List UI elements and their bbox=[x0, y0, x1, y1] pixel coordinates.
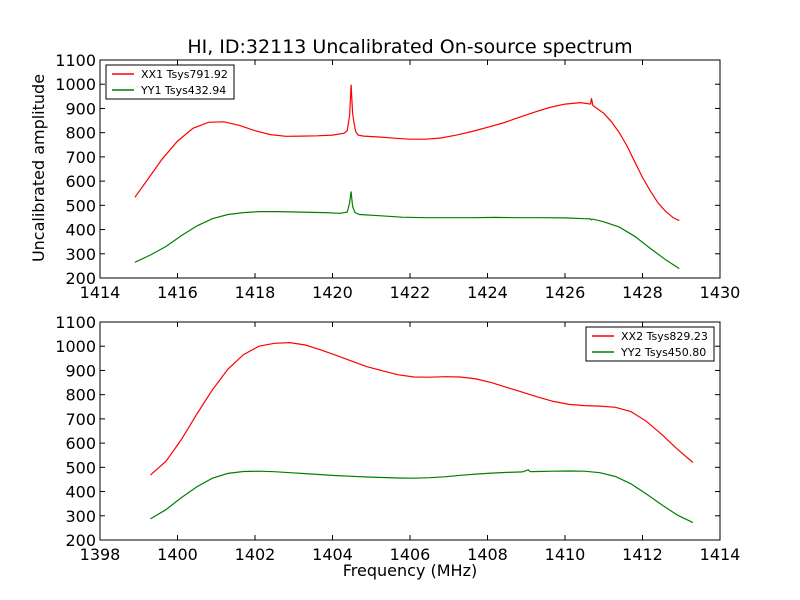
y-tick-label: 300 bbox=[65, 245, 96, 264]
x-tick-label: 1412 bbox=[622, 545, 663, 564]
legend-box bbox=[105, 64, 235, 100]
y-axis-label: Uncalibrated amplitude bbox=[29, 74, 48, 262]
x-tick-label: 1402 bbox=[235, 545, 276, 564]
y-tick-label: 400 bbox=[65, 221, 96, 240]
legend: XX2 Tsys829.23 YY2 Tsys450.80 bbox=[585, 326, 715, 362]
legend-label: XX2 Tsys829.23 bbox=[621, 330, 708, 343]
x-tick-label: 1404 bbox=[312, 545, 353, 564]
legend-box bbox=[585, 326, 715, 362]
x-tick-label: 1400 bbox=[157, 545, 198, 564]
x-tick-label: 1398 bbox=[80, 545, 121, 564]
x-tick-label: 1420 bbox=[312, 283, 353, 302]
x-tick-label: 1406 bbox=[390, 545, 431, 564]
y-tick-label: 600 bbox=[65, 172, 96, 191]
series-line-1-1 bbox=[134, 84, 680, 222]
y-tick-label: 1000 bbox=[55, 337, 96, 356]
y-tick-label: 700 bbox=[65, 148, 96, 167]
x-axis-label: Frequency (MHz) bbox=[343, 561, 477, 580]
x-tick-label: 1414 bbox=[700, 545, 741, 564]
x-tick-label: 1430 bbox=[700, 283, 741, 302]
y-tick-label: 1100 bbox=[55, 51, 96, 70]
y-tick-label: 300 bbox=[65, 507, 96, 526]
y-tick-label: 500 bbox=[65, 458, 96, 477]
series-line-2-2 bbox=[150, 469, 694, 524]
x-tick-label: 1418 bbox=[235, 283, 276, 302]
y-tick-label: 900 bbox=[65, 361, 96, 380]
y-tick-label: 1100 bbox=[55, 313, 96, 332]
bottom-spectrum-panel: 1398 1400 1402 1404 1406 1408 1410 1412 1414 200 3… bbox=[55, 313, 740, 564]
y-tick-label: 400 bbox=[65, 483, 96, 502]
x-tick-label: 1416 bbox=[157, 283, 198, 302]
y-tick-label: 600 bbox=[65, 434, 96, 453]
y-tick-label: 500 bbox=[65, 196, 96, 215]
y-tick-label: 200 bbox=[65, 531, 96, 550]
figure-title: HI, ID:32113 Uncalibrated On-source spec… bbox=[187, 36, 632, 58]
top-spectrum-panel: 1414 1416 1418 1420 1422 1424 1426 1428 1430 200 3… bbox=[55, 51, 740, 302]
legend: XX1 Tsys791.92 YY1 Tsys432.94 bbox=[105, 64, 235, 100]
x-tick-label: 1408 bbox=[467, 545, 508, 564]
series-line-1-2 bbox=[134, 191, 680, 270]
y-tick-label: 700 bbox=[65, 410, 96, 429]
x-tick-label: 1410 bbox=[545, 545, 586, 564]
series-line-2-1 bbox=[150, 341, 694, 476]
y-tick-label: 200 bbox=[65, 269, 96, 288]
x-tick-label: 1414 bbox=[80, 283, 121, 302]
x-tick-label: 1422 bbox=[390, 283, 431, 302]
x-tick-label: 1428 bbox=[622, 283, 663, 302]
y-tick-label: 800 bbox=[65, 124, 96, 143]
legend-label: YY2 Tsys450.80 bbox=[620, 346, 706, 359]
x-tick-label: 1424 bbox=[467, 283, 508, 302]
x-tick-label: 1426 bbox=[545, 283, 586, 302]
y-tick-label: 900 bbox=[65, 99, 96, 118]
legend-label: XX1 Tsys791.92 bbox=[141, 68, 228, 81]
y-tick-label: 800 bbox=[65, 386, 96, 405]
y-tick-label: 1000 bbox=[55, 75, 96, 94]
legend-label: YY1 Tsys432.94 bbox=[140, 84, 226, 97]
